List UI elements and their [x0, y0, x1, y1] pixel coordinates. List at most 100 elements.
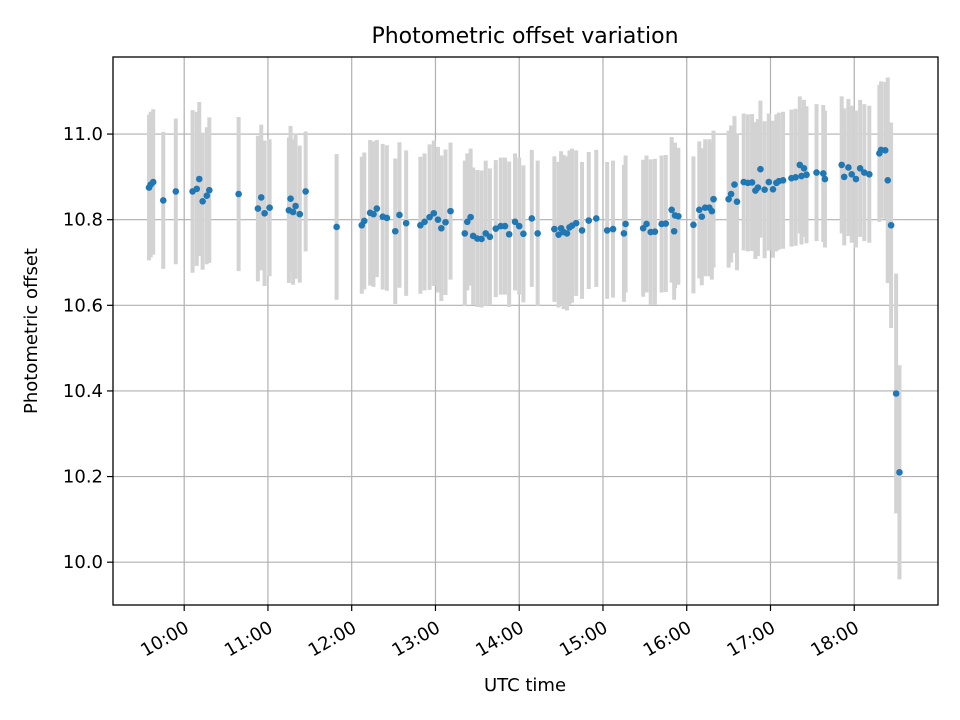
data-point — [603, 227, 611, 234]
data-point — [881, 147, 889, 154]
data-point — [159, 197, 167, 204]
data-point — [528, 215, 536, 222]
data-point — [360, 217, 368, 225]
data-point — [430, 209, 438, 217]
data-point — [447, 207, 454, 215]
data-point — [555, 231, 562, 238]
data-point — [651, 228, 659, 235]
data-point — [515, 222, 523, 230]
data-point — [373, 205, 381, 212]
data-point — [761, 186, 768, 194]
data-point — [287, 195, 294, 203]
data-point — [643, 220, 650, 228]
data-point — [442, 218, 449, 226]
data-point — [609, 225, 617, 233]
data-point — [520, 230, 527, 238]
x-tick-label: 17:00 — [724, 617, 779, 661]
data-point — [670, 227, 678, 235]
data-point — [887, 221, 895, 229]
data-point — [592, 215, 600, 222]
y-tick-label: 10.0 — [63, 552, 103, 573]
data-point — [838, 161, 845, 169]
data-point — [813, 169, 820, 176]
data-point — [698, 213, 706, 220]
data-points — [145, 146, 903, 476]
data-point — [800, 165, 808, 172]
data-point — [848, 171, 856, 178]
data-point — [792, 174, 799, 181]
data-point — [421, 218, 428, 226]
data-point — [195, 175, 203, 183]
x-axis-label: UTC time — [484, 675, 566, 696]
x-tick-label: 18:00 — [807, 617, 862, 661]
data-point — [765, 178, 773, 186]
data-point — [467, 213, 474, 221]
data-point — [731, 181, 738, 188]
data-point — [710, 195, 717, 203]
data-point — [620, 230, 628, 237]
data-point — [798, 172, 805, 180]
data-point — [733, 198, 741, 206]
data-point — [370, 210, 377, 218]
x-tick-label: 16:00 — [640, 617, 695, 661]
data-point — [727, 190, 735, 198]
data-point — [852, 175, 860, 183]
data-point — [391, 227, 399, 235]
x-tick-label: 11:00 — [221, 617, 276, 661]
data-point — [492, 225, 500, 232]
data-point — [725, 195, 732, 203]
data-point — [463, 218, 471, 226]
data-point — [254, 205, 262, 212]
data-point — [585, 217, 593, 224]
data-point — [193, 185, 201, 193]
data-point — [754, 184, 762, 191]
data-point — [292, 202, 299, 210]
data-point — [402, 219, 410, 227]
x-axis-ticks: 10:00 11:00 12:00 13:00 14:00 15:00 16:00 17:00… — [137, 605, 863, 661]
data-point — [257, 194, 265, 201]
data-point — [622, 220, 629, 228]
data-point — [434, 216, 442, 223]
data-point — [695, 206, 703, 214]
data-point — [884, 177, 892, 184]
data-point — [289, 208, 297, 216]
data-point — [478, 235, 485, 243]
x-tick-label: 10:00 — [137, 617, 192, 661]
data-point — [821, 175, 829, 183]
data-point — [708, 207, 716, 215]
data-point — [461, 230, 469, 237]
y-tick-label: 10.2 — [63, 467, 103, 488]
data-point — [563, 230, 571, 237]
data-point — [296, 210, 304, 218]
data-point — [206, 186, 213, 194]
data-point — [172, 188, 180, 195]
data-point — [690, 221, 697, 229]
data-point — [261, 209, 268, 217]
data-point — [203, 192, 211, 200]
y-tick-label: 10.4 — [63, 381, 103, 402]
data-point — [845, 164, 852, 171]
error-bars — [147, 77, 902, 580]
data-point — [149, 178, 157, 186]
data-point — [819, 170, 827, 177]
data-point — [501, 222, 509, 230]
data-point — [333, 223, 340, 231]
data-point — [779, 177, 787, 184]
plot-frame — [112, 56, 939, 606]
y-axis-ticks: 10.0 10.2 10.4 10.6 10.8 11.0 — [63, 124, 113, 573]
chart-title: Photometric offset variation — [371, 24, 678, 49]
data-point — [438, 224, 445, 232]
data-point — [511, 218, 519, 226]
data-point — [757, 165, 764, 173]
y-tick-label: 10.8 — [63, 210, 103, 231]
data-point — [505, 230, 513, 238]
data-point — [486, 233, 494, 241]
data-point — [662, 220, 670, 227]
data-point — [534, 230, 541, 237]
x-tick-label: 12:00 — [305, 617, 360, 661]
x-tick-label: 15:00 — [556, 617, 611, 661]
y-axis-label: Photometric offset — [21, 248, 42, 414]
data-point — [302, 188, 309, 195]
y-tick-label: 11.0 — [63, 124, 103, 145]
